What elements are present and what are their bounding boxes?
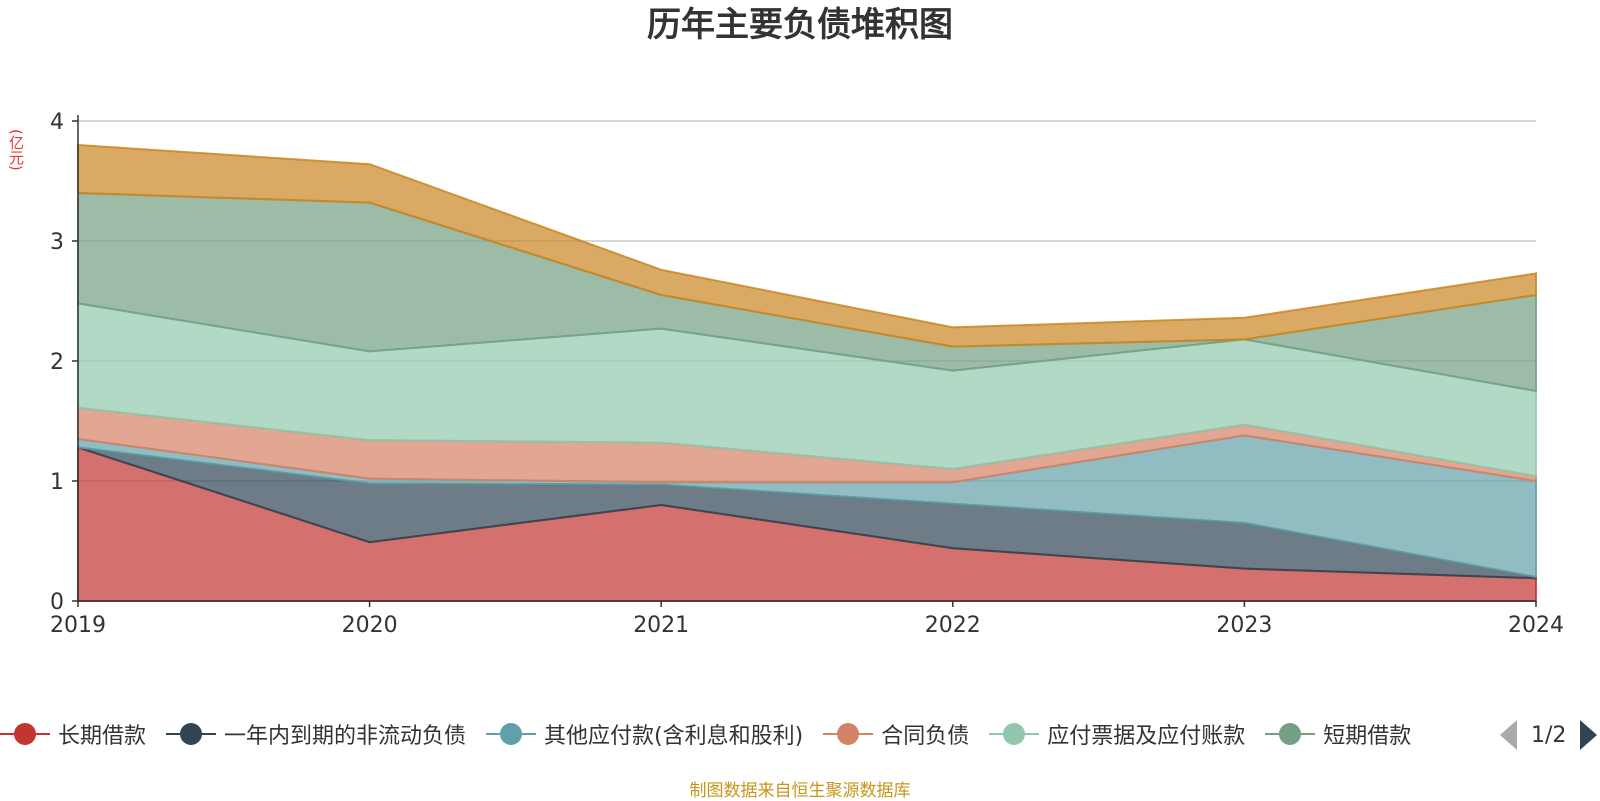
legend-item-1[interactable]: 一年内到期的非流动负债 bbox=[166, 714, 466, 754]
y-tick-label: 2 bbox=[50, 350, 64, 375]
x-tick-label: 2024 bbox=[1508, 613, 1564, 638]
legend-swatch bbox=[823, 720, 874, 748]
area-series-6[interactable] bbox=[77, 143, 1537, 348]
legend-label: 其他应付款(含利息和股利) bbox=[544, 724, 804, 749]
y-tick-label: 3 bbox=[50, 230, 64, 255]
legend-pager: 1/2 bbox=[1500, 718, 1598, 752]
legend-next-page-button[interactable] bbox=[1580, 720, 1598, 750]
x-tick-label: 2022 bbox=[925, 613, 981, 638]
legend-item-4[interactable]: 应付票据及应付账款 bbox=[989, 714, 1245, 754]
x-tick-label: 2023 bbox=[1216, 613, 1272, 638]
legend-swatch bbox=[166, 720, 217, 748]
chart-title: 历年主要负债堆积图 bbox=[647, 5, 953, 45]
axes: 0 1 2 3 4 2019 2020 2021 2022 2023 2024 bbox=[50, 110, 1564, 638]
x-tick-label: 2020 bbox=[342, 613, 398, 638]
y-tick-label: 0 bbox=[50, 590, 64, 615]
legend-page-indicator: 1/2 bbox=[1531, 722, 1567, 748]
legend-swatch bbox=[1265, 720, 1316, 748]
legend-label: 一年内到期的非流动负债 bbox=[224, 724, 467, 749]
legend-prev-page-button[interactable] bbox=[1500, 720, 1517, 750]
legend-item-3[interactable]: 合同负债 bbox=[823, 714, 969, 754]
source-note: 制图数据来自恒生聚源数据库 bbox=[689, 781, 911, 801]
x-tick-label: 2021 bbox=[633, 613, 689, 638]
legend-label: 长期借款 bbox=[58, 724, 147, 749]
legend-item-0[interactable]: 长期借款 bbox=[0, 714, 146, 754]
legend-swatch bbox=[0, 720, 50, 748]
x-tick-label: 2019 bbox=[50, 613, 106, 638]
legend: 长期借款 一年内到期的非流动负债 其他应付款(含利息和股利) 合同负债 应付票据及应付账… bbox=[0, 714, 1490, 754]
legend-swatch bbox=[486, 720, 537, 748]
legend-swatch bbox=[989, 720, 1040, 748]
legend-label: 应付票据及应付账款 bbox=[1047, 724, 1246, 749]
legend-item-5[interactable]: 短期借款 bbox=[1265, 714, 1411, 754]
y-tick-label: 4 bbox=[50, 110, 64, 135]
y-tick-label: 1 bbox=[50, 470, 64, 495]
legend-label: 短期借款 bbox=[1323, 724, 1412, 749]
legend-item-2[interactable]: 其他应付款(含利息和股利) bbox=[486, 714, 803, 754]
y-axis-unit-label: (亿元) bbox=[7, 129, 25, 171]
legend-label: 合同负债 bbox=[881, 724, 970, 749]
stacked-areas bbox=[77, 143, 1537, 602]
